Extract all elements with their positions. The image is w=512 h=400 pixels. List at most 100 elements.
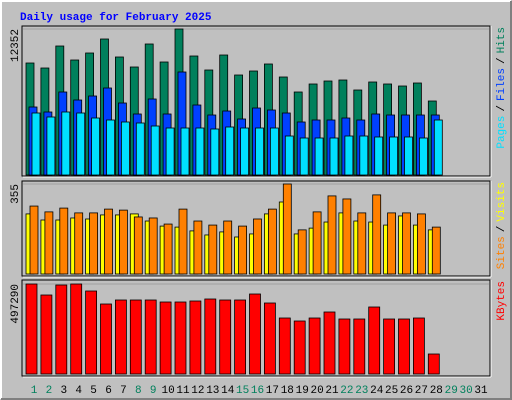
bar [374,136,384,176]
bar [119,209,128,275]
legend-entry: Visits [496,182,508,222]
bar [85,290,97,375]
bar [267,208,277,275]
bar [368,306,381,375]
bar [40,294,53,375]
bar [133,216,143,275]
x-tick-label: 7 [120,385,127,397]
bar [61,111,71,176]
legend-separator: / [496,57,508,64]
bar [412,317,425,375]
x-tick-label: 31 [474,385,488,397]
legend: Pages / Files / Hits [496,27,508,149]
bar [253,218,262,275]
x-tick-label: 9 [150,385,157,397]
x-tick-label: 23 [355,385,368,397]
bar [25,283,38,375]
bar [106,119,115,176]
bar [431,226,441,275]
bar [387,212,397,275]
bar [204,298,217,375]
bar [70,283,83,375]
bar [163,223,173,275]
x-tick-label: 12 [191,385,204,397]
x-tick-label: 8 [135,385,142,397]
bar [46,116,56,176]
x-tick-label: 13 [206,385,219,397]
bar [180,127,190,176]
x-tick-label: 11 [176,385,190,397]
bar [327,195,337,275]
bar [398,318,410,375]
legend-entry: Sites [496,236,508,269]
bar [121,121,130,176]
x-tick-label: 16 [251,385,264,397]
x-tick-label: 24 [370,385,384,397]
bar [195,127,205,176]
bar [148,217,158,275]
bar [418,137,428,176]
y-tick-label: 497290 [10,284,22,324]
bar [240,127,250,176]
bar [404,136,413,176]
bar [416,213,426,275]
x-tick-label: 4 [75,385,82,397]
bar [59,207,69,275]
bar [383,318,396,375]
x-tick-label: 14 [221,385,235,397]
x-tick-label: 18 [281,385,294,397]
bar [223,220,233,275]
y-tick-label: 12352 [10,29,22,62]
x-tick-label: 25 [385,385,398,397]
bar [225,126,235,176]
x-tick-label: 10 [161,385,174,397]
bar [144,299,157,375]
bar [293,320,306,375]
bar [297,229,307,275]
bar [402,212,411,275]
bar [159,301,172,375]
bar [323,311,336,375]
bar [344,135,354,176]
bar [174,301,187,375]
x-tick-label: 21 [325,385,339,397]
x-tick-label: 22 [340,385,353,397]
bar [278,317,291,375]
bar [178,208,188,275]
bar [357,212,367,275]
bar [76,112,86,176]
bar [193,220,203,275]
bar [353,318,366,375]
legend: KBytes [496,281,508,321]
y-tick-label: 355 [10,184,22,204]
bar [208,224,218,275]
bar [55,284,68,375]
x-tick-label: 3 [60,385,67,397]
bar [312,211,322,275]
legend-entry: Files [496,68,508,101]
bar [115,299,127,375]
x-tick-label: 1 [31,385,38,397]
bar [338,318,351,375]
legend: Sites / Visits [496,182,508,269]
x-tick-label: 2 [46,385,53,397]
bar [284,135,294,176]
bar [269,127,279,176]
x-tick-label: 19 [296,385,309,397]
legend-separator: / [496,226,508,233]
bar [165,127,175,176]
bar [255,127,264,176]
bar [342,198,352,275]
x-tick-label: 28 [430,385,443,397]
bar [29,205,39,275]
legend-entry: Pages [496,116,508,149]
x-tick-label: 17 [266,385,279,397]
legend-entry: KBytes [496,281,508,321]
bar [359,135,369,176]
x-tick-label: 27 [415,385,428,397]
bar [44,211,54,275]
bar [234,299,247,375]
